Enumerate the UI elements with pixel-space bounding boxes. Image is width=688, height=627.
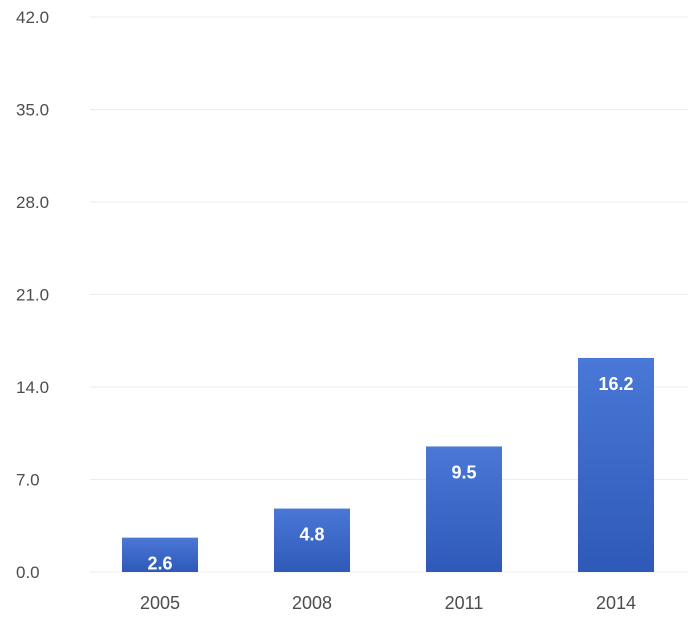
y-axis-ticks: 0.0 7.0 14.0 21.0 28.0 35.0 42.0: [16, 8, 49, 582]
x-tick-label: 2014: [596, 593, 636, 613]
bar-2014: [578, 357, 654, 572]
gridlines: [90, 16, 688, 573]
y-tick-label: 28.0: [16, 193, 49, 212]
x-tick-label: 2011: [445, 593, 484, 613]
bar-2005: [122, 537, 198, 572]
bar-2011: [426, 446, 502, 572]
y-tick-label: 0.0: [16, 563, 40, 582]
x-tick-label: 2005: [140, 593, 180, 613]
y-tick-label: 14.0: [16, 378, 49, 397]
bar-value-label: 2.6: [147, 554, 172, 574]
y-tick-label: 21.0: [16, 286, 49, 305]
y-tick-label: 7.0: [16, 471, 40, 490]
x-tick-label: 2008: [292, 593, 332, 613]
bar-value-label: 16.2: [598, 374, 633, 394]
y-tick-label: 35.0: [16, 101, 49, 120]
bar-2008: [274, 508, 350, 572]
y-tick-label: 42.0: [16, 8, 49, 27]
bars: 2.6 4.8 9.5 16.2: [122, 357, 654, 574]
bar-value-label: 9.5: [451, 462, 476, 482]
x-axis-ticks: 2005 2008 2011 2014: [140, 593, 636, 613]
bar-value-label: 4.8: [299, 525, 324, 545]
